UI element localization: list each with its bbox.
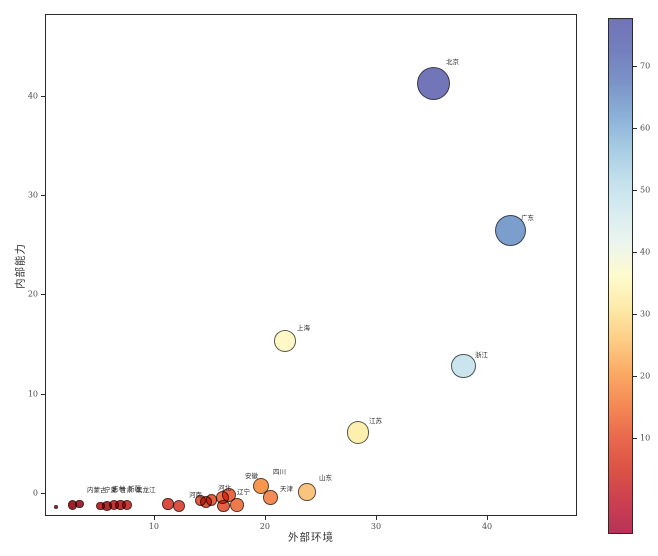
y-tick-mark [41, 95, 45, 97]
x-tick-mark [375, 516, 377, 520]
bubble-上海 [273, 330, 296, 352]
bubble-point [53, 504, 59, 510]
colorbar-tick-mark [633, 376, 637, 378]
bubble-point [194, 494, 206, 506]
y-tick-mark [41, 194, 45, 196]
bubble-point [230, 498, 244, 512]
x-tick-mark [487, 516, 489, 520]
colorbar-tick-label: 30 [640, 309, 651, 319]
bubble-北京 [416, 66, 451, 101]
y-tick-label: 0 [32, 488, 38, 498]
x-tick-label: 10 [148, 522, 159, 531]
colorbar-tick-mark [633, 437, 637, 439]
point-label: 广东 [521, 214, 534, 222]
bubble-point [217, 499, 230, 513]
colorbar-tick-label: 20 [640, 371, 651, 381]
y-tick-label: 10 [27, 389, 38, 399]
point-label: 浙江 [475, 351, 488, 359]
point-label: 天津 [280, 485, 293, 493]
point-label: 河南 [189, 491, 202, 499]
colorbar-tick-mark [633, 314, 637, 316]
point-label: 四川 [273, 468, 286, 476]
bubble-广东 [494, 215, 526, 247]
x-tick-mark [264, 516, 266, 520]
colorbar-tick-mark [633, 190, 637, 192]
bubble-山东 [298, 483, 316, 501]
y-tick-label: 40 [27, 91, 38, 100]
colorbar-tick-label: 60 [640, 123, 651, 133]
bubble-point [173, 499, 186, 513]
point-label: 上海 [297, 324, 310, 332]
point-label: 黑龙江 [136, 486, 156, 494]
colorbar-tick-mark [633, 66, 637, 68]
x-tick-mark [153, 516, 155, 520]
bubble-浙江 [451, 353, 476, 379]
y-tick-mark [41, 294, 45, 296]
colorbar-tick-mark [633, 128, 637, 130]
point-label: 北京 [446, 58, 459, 66]
bubble-天津 [262, 489, 278, 505]
plot-area: 北京广东浙江 上海江苏山东 四川天津 安徽辽宁 河北河南 内蒙古 宁夏 吉林 甘肃 新疆 黑龙江 [45, 14, 577, 516]
y-tick-label: 20 [27, 289, 38, 299]
point-label: 甘肃 [120, 486, 133, 494]
colorbar-tick-label: 10 [640, 433, 651, 443]
x-tick-label: 40 [481, 522, 493, 531]
bubble-point [96, 501, 105, 511]
point-label: 新疆 [128, 485, 141, 493]
point-label: 山东 [319, 474, 332, 482]
bubble-point [74, 499, 84, 509]
colorbar-tick-label: 50 [640, 185, 651, 195]
y-tick-mark [41, 493, 45, 495]
point-label: 内蒙古 [87, 486, 107, 494]
colorbar-tick-mark [633, 252, 637, 254]
bubble-point [205, 494, 218, 506]
point-label: 江苏 [369, 417, 382, 425]
colorbar-tick-label: 70 [640, 61, 651, 71]
colorbar [608, 18, 633, 534]
bubble-point [122, 500, 132, 510]
y-tick-mark [41, 393, 45, 395]
bubble-江苏 [346, 421, 370, 444]
x-tick-label: 20 [259, 522, 270, 531]
point-label: 吉林 [112, 485, 125, 493]
y-tick-label: 30 [27, 190, 38, 200]
point-label: 辽宁 [237, 488, 250, 496]
x-axis-label: 外部环境 [288, 531, 334, 544]
point-label: 宁夏 [104, 486, 117, 494]
x-tick-label: 30 [370, 522, 382, 531]
point-label: 安徽 [245, 472, 258, 480]
y-axis-label: 内部能力 [14, 243, 27, 289]
bubble-point [162, 498, 174, 510]
colorbar-tick-label: 40 [640, 247, 651, 257]
point-label: 河北 [218, 484, 231, 492]
